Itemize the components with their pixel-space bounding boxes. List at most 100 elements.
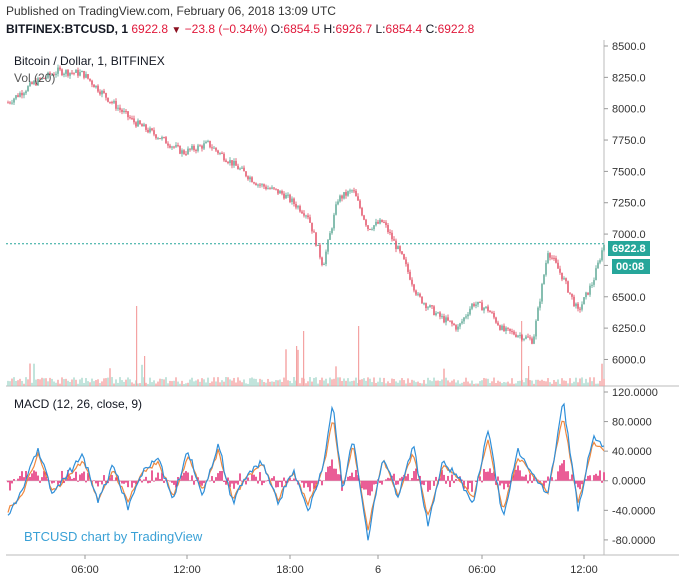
macd-histogram-bar bbox=[101, 480, 103, 485]
candle-body bbox=[163, 137, 165, 139]
volume-bar bbox=[407, 378, 409, 386]
volume-bar bbox=[373, 377, 375, 386]
candle-body bbox=[495, 317, 497, 323]
macd-histogram-bar bbox=[43, 470, 45, 481]
macd-histogram-bar bbox=[401, 476, 403, 481]
candle-body bbox=[595, 268, 597, 281]
volume-bar bbox=[209, 382, 211, 386]
candle-body bbox=[465, 316, 467, 318]
candle-body bbox=[211, 147, 213, 149]
volume-bar bbox=[469, 383, 471, 386]
volume-bar bbox=[449, 382, 451, 386]
volume-bar bbox=[123, 381, 125, 386]
macd-histogram-bar bbox=[339, 474, 341, 481]
volume-bar bbox=[271, 381, 273, 386]
macd-histogram-bar bbox=[187, 472, 189, 481]
candle-body bbox=[45, 77, 47, 79]
macd-histogram-bar bbox=[427, 480, 429, 492]
volume-bar bbox=[481, 380, 483, 386]
macd-histogram-bar bbox=[551, 477, 553, 481]
candle-body bbox=[475, 304, 477, 306]
candle-body bbox=[461, 321, 463, 324]
macd-histogram-bar bbox=[469, 480, 471, 484]
volume-bar bbox=[389, 383, 391, 386]
candle-body bbox=[361, 207, 363, 216]
candle-body bbox=[259, 184, 261, 186]
last-price-tag-text: 6922.8 bbox=[612, 243, 646, 255]
volume-bar bbox=[227, 377, 229, 386]
candle-body bbox=[579, 308, 581, 310]
candle-body bbox=[491, 312, 493, 314]
volume-bar bbox=[351, 380, 353, 386]
candle-body bbox=[551, 257, 553, 259]
candle-body bbox=[555, 258, 557, 263]
volume-bars bbox=[7, 306, 605, 386]
volume-bar bbox=[405, 383, 407, 386]
volume-bar bbox=[491, 381, 493, 386]
macd-histogram-bar bbox=[279, 480, 281, 483]
candle-body bbox=[573, 296, 575, 307]
candle-body bbox=[315, 232, 317, 246]
macd-histogram-bar bbox=[527, 480, 529, 484]
candle-body bbox=[337, 201, 339, 205]
macd-histogram-bar bbox=[389, 478, 391, 481]
macd-histogram-bar bbox=[447, 475, 449, 481]
candle-body bbox=[485, 306, 487, 308]
volume-bar bbox=[59, 383, 61, 386]
volume-bar bbox=[233, 377, 235, 386]
candle-body bbox=[429, 305, 431, 308]
macd-histogram-bar bbox=[171, 480, 173, 483]
volume-bar bbox=[49, 377, 51, 386]
candle-body bbox=[477, 301, 479, 305]
volume-bar bbox=[75, 379, 77, 386]
volume-bar bbox=[459, 383, 461, 386]
volume-bar bbox=[567, 383, 569, 386]
volume-bar bbox=[317, 383, 319, 386]
watermark: BTCUSD chart by TradingView bbox=[24, 529, 203, 544]
candle-body bbox=[393, 239, 395, 241]
candle-body bbox=[519, 335, 521, 337]
macd-histogram-bar bbox=[581, 480, 583, 485]
candle-body bbox=[479, 301, 481, 303]
candle-body bbox=[59, 67, 61, 70]
volume-bar bbox=[335, 366, 337, 386]
volume-bar bbox=[333, 378, 335, 386]
candle-body bbox=[195, 149, 197, 151]
candle-body bbox=[375, 221, 377, 226]
volume-bar bbox=[381, 382, 383, 386]
volume-bar bbox=[409, 382, 411, 386]
low-label: L: bbox=[375, 22, 386, 36]
macd-histogram-bar bbox=[25, 471, 27, 481]
volume-bar bbox=[561, 378, 563, 386]
volume-bar bbox=[99, 383, 101, 386]
candle-body bbox=[27, 86, 29, 92]
volume-bar bbox=[543, 380, 545, 386]
macd-histogram-bar bbox=[221, 470, 223, 481]
candle-body bbox=[173, 146, 175, 148]
macd-histogram-bar bbox=[371, 480, 373, 492]
candles[interactable] bbox=[7, 64, 605, 345]
volume-bar bbox=[393, 378, 395, 386]
macd-histogram-bar bbox=[37, 475, 39, 481]
volume-bar bbox=[95, 380, 97, 386]
close-value: 6922.8 bbox=[437, 22, 475, 36]
macd-histogram-bar bbox=[485, 471, 487, 481]
candle-body bbox=[287, 194, 289, 196]
volume-bar bbox=[43, 378, 45, 386]
volume-bar bbox=[515, 383, 517, 386]
macd-histogram-bar bbox=[415, 468, 417, 481]
macd-histogram-bar bbox=[587, 475, 589, 481]
candle-body bbox=[399, 246, 401, 252]
volume-bar bbox=[187, 382, 189, 386]
macd-histogram-bar bbox=[529, 474, 531, 481]
volume-bar bbox=[485, 378, 487, 386]
volume-bar bbox=[215, 381, 217, 386]
candle-body bbox=[107, 97, 109, 102]
macd-histogram-bar bbox=[531, 480, 533, 483]
volume-bar bbox=[533, 383, 535, 386]
volume-bar bbox=[517, 380, 519, 386]
volume-bar bbox=[243, 379, 245, 386]
candle-body bbox=[543, 274, 545, 285]
candle-body bbox=[513, 331, 515, 335]
